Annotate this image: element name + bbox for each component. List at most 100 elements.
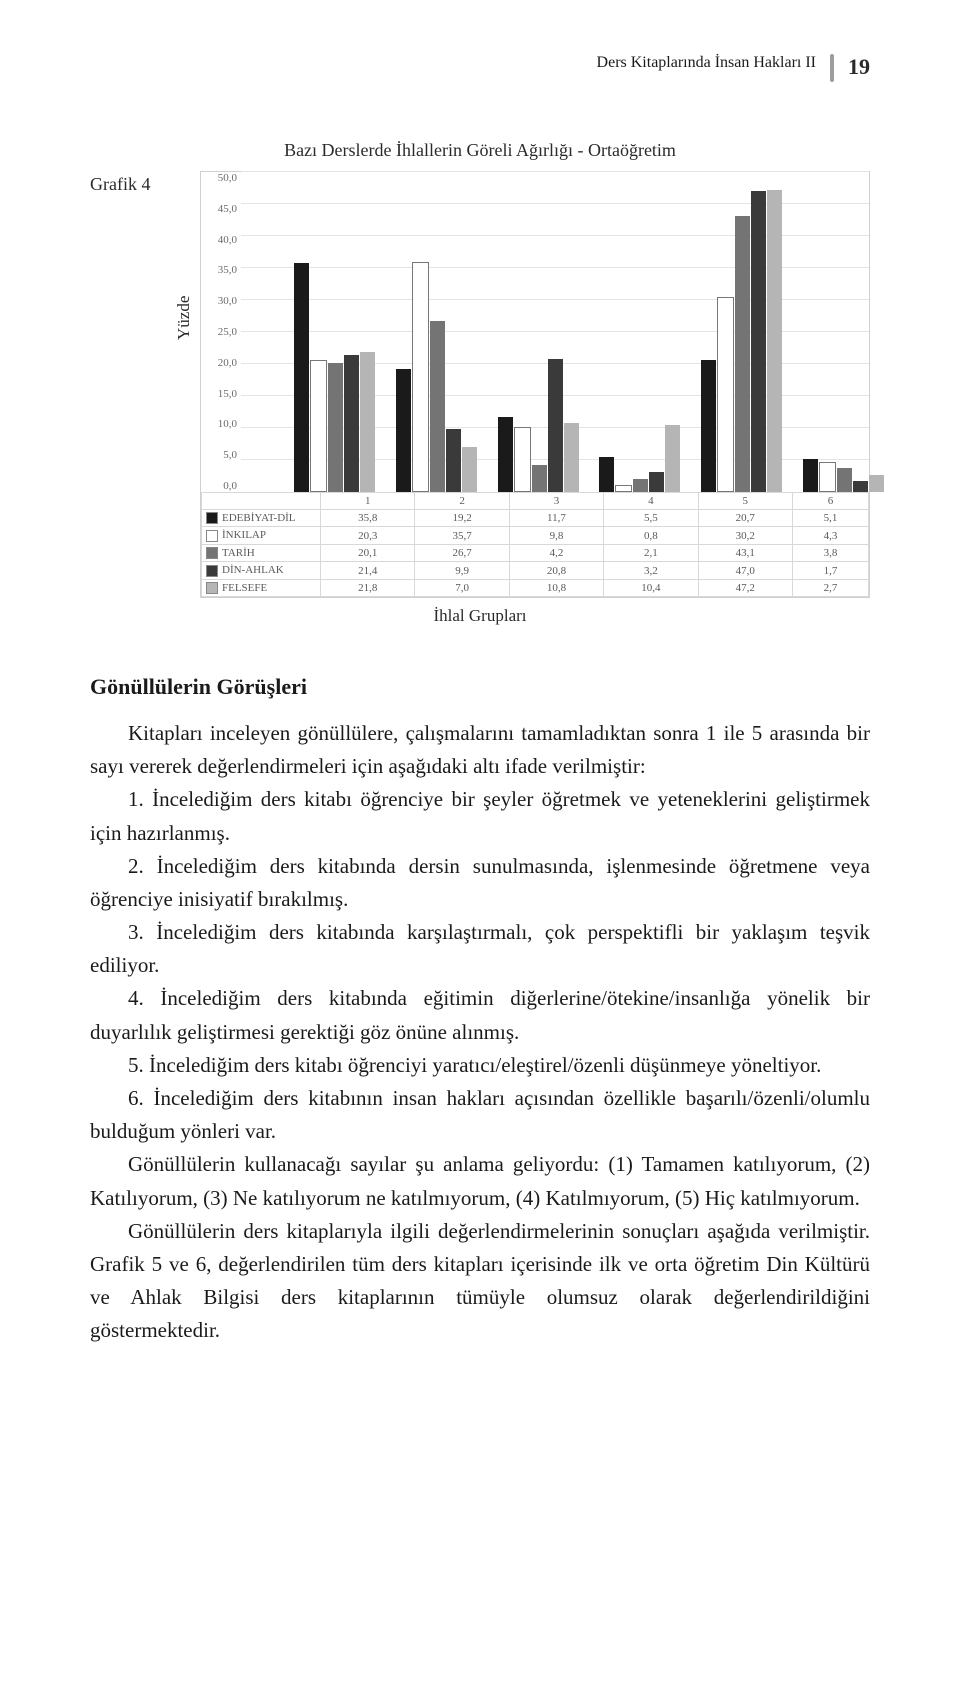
data-cell: 5,1 [792,510,868,527]
bar [548,359,563,492]
bar [649,472,664,492]
bar-group [701,190,782,492]
body-paragraph: Gönüllülerin kullanacağı sayılar şu anla… [90,1148,870,1214]
data-cell: 21,4 [321,562,415,579]
data-cell: 43,1 [698,544,792,561]
data-cell: 0,8 [604,527,698,544]
body-paragraph: Gönüllülerin ders kitaplarıyla ilgili de… [90,1215,870,1348]
bar-group [599,425,680,492]
bar-group [294,263,375,492]
series-name: TARİH [202,544,321,561]
data-cell: 4,2 [509,544,603,561]
data-cell: 30,2 [698,527,792,544]
bar [869,475,884,492]
data-cell: 20,1 [321,544,415,561]
y-tick: 15,0 [201,388,237,400]
bar [665,425,680,492]
x-axis-label: İhlal Grupları [90,606,870,626]
bar [446,429,461,492]
y-tick: 20,0 [201,357,237,369]
data-cell: 1,7 [792,562,868,579]
body-paragraph: 2. İncelediğim ders kitabında dersin sun… [90,850,870,916]
bar [310,360,327,492]
data-cell: 20,8 [509,562,603,579]
bar [717,297,734,492]
data-cell: 9,9 [415,562,509,579]
y-tick: 45,0 [201,203,237,215]
series-swatch [206,530,218,542]
data-cell: 3,8 [792,544,868,561]
data-cell: 47,2 [698,579,792,596]
series-name: DİN-AHLAK [202,562,321,579]
bar [294,263,309,492]
data-cell: 2,1 [604,544,698,561]
series-swatch [206,565,218,577]
bar [803,459,818,492]
bar [564,423,579,492]
bar [328,363,343,492]
category-header: 6 [792,493,868,510]
series-name: İNKILAP [202,527,321,544]
data-cell: 5,5 [604,510,698,527]
body-paragraph: 1. İncelediğim ders kitabı öğrenciye bir… [90,783,870,849]
series-swatch [206,547,218,559]
data-cell: 35,7 [415,527,509,544]
data-cell: 3,2 [604,562,698,579]
series-swatch [206,582,218,594]
figure-label: Grafik 4 [90,174,150,195]
bar [633,479,648,492]
plot [241,172,869,492]
body-text: Gönüllülerin Görüşleri Kitapları inceley… [90,670,870,1347]
data-cell: 10,8 [509,579,603,596]
category-header: 2 [415,493,509,510]
bar [767,190,782,492]
bar [396,369,411,492]
bar-group [803,459,884,492]
bar [498,417,513,492]
running-head-divider [830,54,834,82]
bar [819,462,836,492]
data-cell: 11,7 [509,510,603,527]
y-tick: 50,0 [201,172,237,184]
y-tick: 35,0 [201,264,237,276]
y-tick: 30,0 [201,295,237,307]
category-header: 1 [321,493,415,510]
y-axis-ticks: 50,045,040,035,030,025,020,015,010,05,00… [201,172,241,492]
gridline [241,171,869,172]
running-head-title: Ders Kitaplarında İnsan Hakları II [597,54,816,72]
bar [853,481,868,492]
bar [462,447,477,492]
data-cell: 21,8 [321,579,415,596]
data-table: 123456EDEBİYAT-DİL35,819,211,75,520,75,1… [201,492,869,597]
body-paragraph: 4. İncelediğim ders kitabında eğitimin d… [90,982,870,1048]
category-header: 5 [698,493,792,510]
bar [532,465,547,492]
y-tick: 5,0 [201,449,237,461]
bar [751,191,766,492]
y-tick: 40,0 [201,234,237,246]
bar [735,216,750,492]
running-head: Ders Kitaplarında İnsan Hakları II 19 [90,0,870,82]
page-number: 19 [848,54,870,80]
y-tick: 10,0 [201,418,237,430]
y-axis-label: Yüzde [174,296,194,340]
bar [701,360,716,492]
bar [514,427,531,492]
bar [837,468,852,492]
y-tick: 25,0 [201,326,237,338]
data-cell: 4,3 [792,527,868,544]
chart-area: 50,0 45,0 40,0 35,0 30,0 25,0 20,0 15,0 10,0 5,0 0… [200,171,870,598]
bar [412,262,429,492]
data-cell: 19,2 [415,510,509,527]
data-cell: 20,3 [321,527,415,544]
bar [430,321,445,492]
bar [344,355,359,492]
data-cell: 20,7 [698,510,792,527]
data-cell: 7,0 [415,579,509,596]
chart-title: Bazı Derslerde İhlallerin Göreli Ağırlığ… [90,140,870,161]
category-header: 3 [509,493,603,510]
category-header: 4 [604,493,698,510]
body-paragraph: 6. İncelediğim ders kitabının insan hakl… [90,1082,870,1148]
data-cell: 35,8 [321,510,415,527]
section-heading: Gönüllülerin Görüşleri [90,670,870,705]
